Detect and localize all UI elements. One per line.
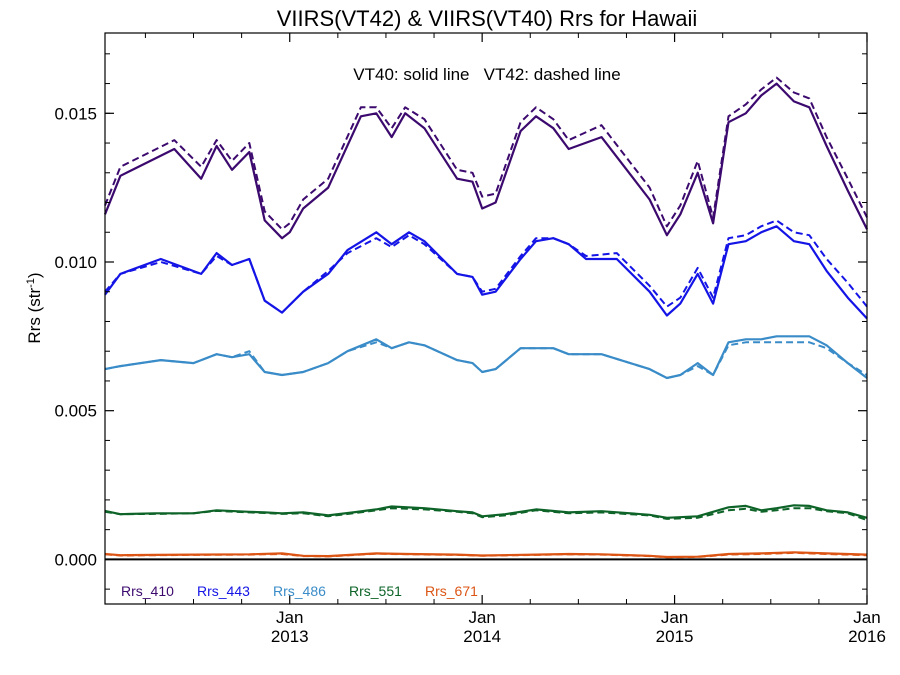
legend-item-rrs-551: Rrs_551	[349, 583, 402, 599]
series-rrs-410-vt42-dashed-line	[104, 76, 868, 231]
y-tick-label: 0.015	[54, 104, 97, 123]
x-tick-label-month: Jan	[468, 608, 495, 627]
x-tick-label-year: 2015	[656, 627, 694, 646]
legend-item-rrs-486: Rrs_486	[273, 583, 326, 599]
x-tick-label-year: 2013	[271, 627, 309, 646]
series-rrs-410-vt40-solid-line	[103, 82, 868, 240]
line-style-annotation: VT40: solid line VT42: dashed line	[353, 65, 620, 84]
legend-item-rrs-410: Rrs_410	[121, 583, 174, 599]
x-tick-label-year: 2016	[848, 627, 886, 646]
y-tick-label: 0.010	[54, 253, 97, 272]
y-axis-label-superscript: -1	[25, 278, 37, 288]
chart-title: VIIRS(VT42) & VIIRS(VT40) Rrs for Hawaii	[277, 6, 698, 31]
series-rrs-671-vt40-solid-line	[104, 551, 868, 559]
series-rrs-443-vt40-solid-line	[104, 225, 868, 320]
y-tick-label: 0.000	[54, 550, 97, 569]
series-rrs-551-vt40-solid-line	[104, 504, 868, 519]
y-axis-label: Rrs (str-1)	[25, 272, 44, 343]
series-rrs-486-vt42-dashed-line	[104, 341, 868, 379]
series-rrs-443-vt42-dashed-line	[104, 219, 868, 314]
series-layer	[103, 76, 868, 559]
x-tick-label-month: Jan	[661, 608, 688, 627]
legend-item-rrs-443: Rrs_443	[197, 583, 250, 599]
y-axis-label-close: )	[25, 272, 44, 278]
x-tick-label-year: 2014	[463, 627, 501, 646]
x-tick-label-month: Jan	[276, 608, 303, 627]
series-rrs-486-vt40-solid-line	[104, 335, 868, 380]
y-tick-label: 0.005	[54, 402, 97, 421]
x-tick-label-month: Jan	[853, 608, 880, 627]
plot-frame	[104, 32, 868, 605]
legend-item-rrs-671: Rrs_671	[425, 583, 478, 599]
legend: Rrs_410 Rrs_443 Rrs_486 Rrs_551 Rrs_671	[121, 583, 478, 599]
axis-layer: 0.0000.0050.0100.015Jan2013Jan2014Jan201…	[54, 32, 886, 646]
y-axis-label-main: Rrs (str	[25, 288, 44, 344]
